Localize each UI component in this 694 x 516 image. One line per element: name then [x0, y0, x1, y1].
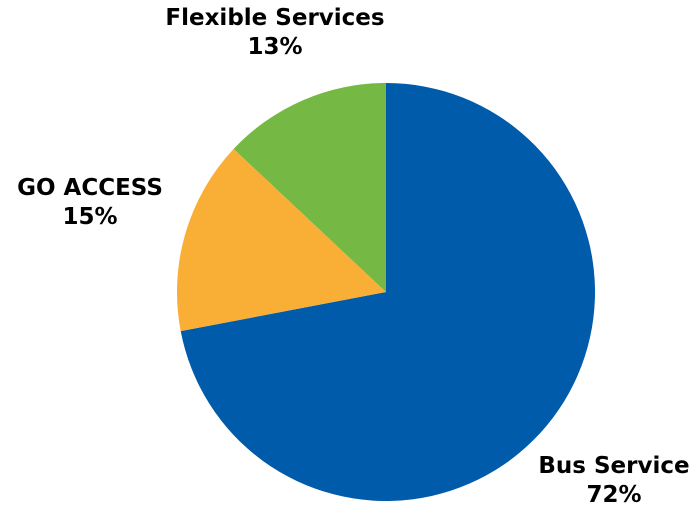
slice-label-bus-service: Bus Service 72%	[534, 452, 694, 510]
pie-slice-flexible-services	[233, 83, 386, 292]
slice-label-go-access: GO ACCESS 15%	[0, 174, 180, 232]
pie-slice-bus-service	[180, 83, 595, 502]
slice-label-name: GO ACCESS	[17, 175, 163, 201]
slice-label-percent: 15%	[62, 204, 118, 230]
slice-label-percent: 13%	[247, 34, 303, 60]
slice-label-name: Bus Service	[538, 453, 690, 479]
slice-label-flexible-services: Flexible Services 13%	[160, 4, 390, 62]
slice-label-percent: 72%	[586, 482, 642, 508]
pie-slices	[176, 83, 595, 502]
pie-slice-go-access	[176, 148, 386, 332]
slice-label-name: Flexible Services	[165, 5, 385, 31]
